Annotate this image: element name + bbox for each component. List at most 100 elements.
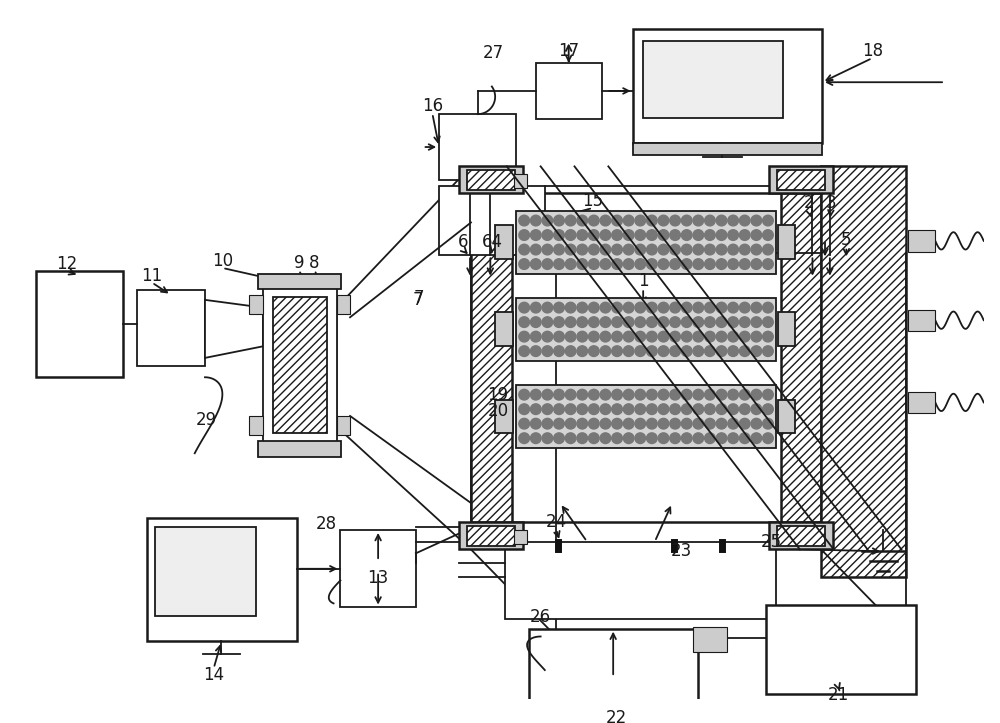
Bar	[777, 170, 825, 189]
Circle shape	[530, 230, 541, 240]
Circle shape	[519, 244, 530, 255]
Bar	[459, 166, 523, 194]
Circle shape	[554, 433, 564, 443]
Circle shape	[763, 302, 773, 313]
Circle shape	[530, 244, 541, 255]
Circle shape	[600, 346, 611, 356]
Circle shape	[589, 259, 599, 270]
Circle shape	[681, 390, 692, 400]
Circle shape	[693, 244, 704, 255]
Text: 15: 15	[582, 192, 603, 210]
Circle shape	[565, 244, 576, 255]
Circle shape	[751, 346, 762, 356]
Circle shape	[658, 259, 669, 270]
Text: 25: 25	[760, 533, 781, 551]
Circle shape	[623, 302, 634, 313]
Circle shape	[623, 215, 634, 226]
Circle shape	[751, 404, 762, 414]
Circle shape	[658, 302, 669, 313]
Circle shape	[647, 317, 657, 328]
Circle shape	[658, 433, 669, 443]
Text: 7: 7	[413, 291, 423, 309]
Circle shape	[693, 419, 704, 429]
Circle shape	[728, 215, 738, 226]
Circle shape	[554, 244, 564, 255]
Bar	[908, 392, 935, 413]
Circle shape	[693, 302, 704, 313]
Circle shape	[670, 419, 680, 429]
Circle shape	[612, 259, 622, 270]
Circle shape	[763, 346, 773, 356]
Text: 7: 7	[413, 289, 424, 307]
Circle shape	[612, 302, 622, 313]
Circle shape	[530, 259, 541, 270]
Circle shape	[751, 390, 762, 400]
Circle shape	[716, 404, 727, 414]
Circle shape	[600, 404, 611, 414]
Circle shape	[681, 302, 692, 313]
Circle shape	[635, 346, 646, 356]
Circle shape	[763, 259, 773, 270]
Circle shape	[530, 302, 541, 313]
Text: 12: 12	[56, 255, 77, 273]
Circle shape	[600, 244, 611, 255]
Circle shape	[554, 346, 564, 356]
Text: 18: 18	[862, 42, 883, 60]
Circle shape	[705, 419, 715, 429]
Polygon shape	[205, 300, 263, 358]
Circle shape	[635, 259, 646, 270]
Circle shape	[635, 230, 646, 240]
Bar	[908, 309, 935, 331]
Circle shape	[693, 346, 704, 356]
Bar	[495, 226, 513, 260]
Circle shape	[554, 390, 564, 400]
Circle shape	[589, 230, 599, 240]
Circle shape	[670, 317, 680, 328]
Circle shape	[542, 244, 553, 255]
Circle shape	[600, 317, 611, 328]
Circle shape	[530, 346, 541, 356]
Circle shape	[565, 433, 576, 443]
Text: 26: 26	[530, 608, 551, 626]
Circle shape	[554, 317, 564, 328]
Text: 11: 11	[141, 267, 162, 285]
Bar	[633, 143, 822, 155]
Circle shape	[519, 331, 530, 342]
Circle shape	[716, 433, 727, 443]
Circle shape	[647, 230, 657, 240]
Bar	[505, 542, 776, 619]
Circle shape	[577, 404, 588, 414]
Circle shape	[647, 331, 657, 342]
Circle shape	[681, 259, 692, 270]
Bar	[643, 40, 783, 118]
Circle shape	[716, 419, 727, 429]
Circle shape	[623, 346, 634, 356]
Bar	[536, 63, 602, 119]
Circle shape	[705, 317, 715, 328]
Text: 22: 22	[605, 709, 627, 723]
Circle shape	[670, 230, 680, 240]
Bar	[516, 298, 776, 361]
Bar	[137, 290, 205, 366]
Bar	[459, 522, 523, 549]
Circle shape	[635, 331, 646, 342]
Text: 10: 10	[212, 252, 233, 270]
Circle shape	[705, 390, 715, 400]
Circle shape	[739, 433, 750, 443]
Bar	[514, 530, 527, 544]
Circle shape	[589, 390, 599, 400]
Circle shape	[763, 404, 773, 414]
Text: 16: 16	[422, 98, 443, 116]
Bar	[495, 400, 513, 433]
Circle shape	[589, 215, 599, 226]
Circle shape	[681, 230, 692, 240]
Circle shape	[530, 317, 541, 328]
Circle shape	[542, 317, 553, 328]
Circle shape	[519, 404, 530, 414]
Circle shape	[658, 346, 669, 356]
Bar	[821, 166, 906, 576]
Circle shape	[716, 244, 727, 255]
Circle shape	[600, 390, 611, 400]
Circle shape	[670, 404, 680, 414]
Circle shape	[600, 215, 611, 226]
